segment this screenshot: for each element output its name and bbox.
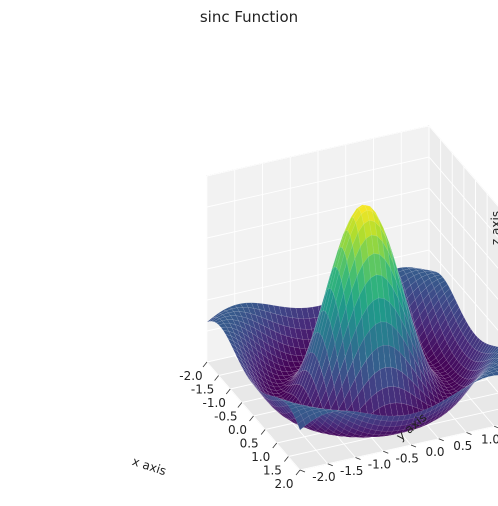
surface-facet <box>486 372 495 377</box>
grid-line-z <box>206 249 498 331</box>
surface-facet <box>469 380 478 385</box>
y-tick-mark <box>494 425 498 429</box>
x-tick-mark <box>260 429 266 435</box>
surface-facet <box>490 358 498 364</box>
x-tick-label: -2.0 <box>179 369 202 383</box>
y-tick-label: -0.5 <box>396 451 419 465</box>
surface-facet <box>492 347 498 354</box>
y-tick-mark <box>438 438 444 442</box>
grid-line-x <box>288 408 498 457</box>
surface-facet <box>303 415 312 426</box>
y-tick-mark <box>410 444 417 448</box>
x-tick-mark <box>214 375 219 381</box>
x-tick-mark <box>225 388 231 395</box>
y-tick-label: -2.0 <box>312 470 335 484</box>
x-tick-label: 1.5 <box>263 464 282 478</box>
x-tick-label: 2.0 <box>274 477 293 491</box>
grid-line-x <box>299 424 498 471</box>
x-tick-mark <box>272 442 278 449</box>
x-tick-label: -1.0 <box>203 396 226 410</box>
x-tick-label: 1.0 <box>251 450 270 464</box>
surface-mesh <box>206 204 498 438</box>
surface-facet <box>330 409 339 412</box>
y-tick-mark <box>327 463 333 467</box>
x-tick-mark <box>284 456 289 462</box>
surface-facet <box>494 368 498 372</box>
x-tick-label: 0.0 <box>228 423 247 437</box>
surface-facet <box>413 410 423 419</box>
y-tick-label: 0.0 <box>425 445 444 459</box>
x-tick-label: 0.5 <box>240 437 259 451</box>
grid-line-z <box>206 218 498 300</box>
grid-line-z <box>206 125 498 207</box>
x-tick-label: -1.5 <box>191 383 214 397</box>
surface-facet <box>491 353 498 359</box>
surface-facet <box>342 410 351 413</box>
y-tick-mark <box>466 432 472 435</box>
z-axis-label: z axis <box>489 211 498 245</box>
y-tick-label: -1.0 <box>368 458 391 472</box>
y-ticks: -2.0-1.5-1.0-0.50.00.51.01.52.0 <box>299 425 498 484</box>
x-ticks: -2.0-1.5-1.0-0.50.00.51.01.52.0 <box>179 361 301 491</box>
surface-facet <box>492 365 498 370</box>
y-tick-mark <box>383 450 389 454</box>
y-tick-mark <box>355 457 361 460</box>
x-tick-label: -0.5 <box>214 410 237 424</box>
surface-facet <box>386 415 395 422</box>
surface-facet <box>297 419 306 431</box>
x-axis-label: x axis <box>130 454 168 478</box>
x-tick-mark <box>202 361 208 368</box>
x-tick-mark <box>249 415 254 422</box>
y-tick-label: 0.5 <box>453 439 472 453</box>
x-tick-mark <box>295 469 301 476</box>
y-tick-label: -1.5 <box>340 464 363 478</box>
x-tick-mark <box>237 402 243 408</box>
grid-line-z <box>206 156 498 238</box>
chart-title: sinc Function <box>199 8 299 26</box>
surface-facet <box>358 412 367 417</box>
y-tick-mark <box>299 469 306 473</box>
y-tick-label: 1.0 <box>481 433 498 447</box>
grid-line-z <box>206 187 498 269</box>
surface-facet <box>441 396 450 405</box>
surface-facet <box>490 363 498 368</box>
